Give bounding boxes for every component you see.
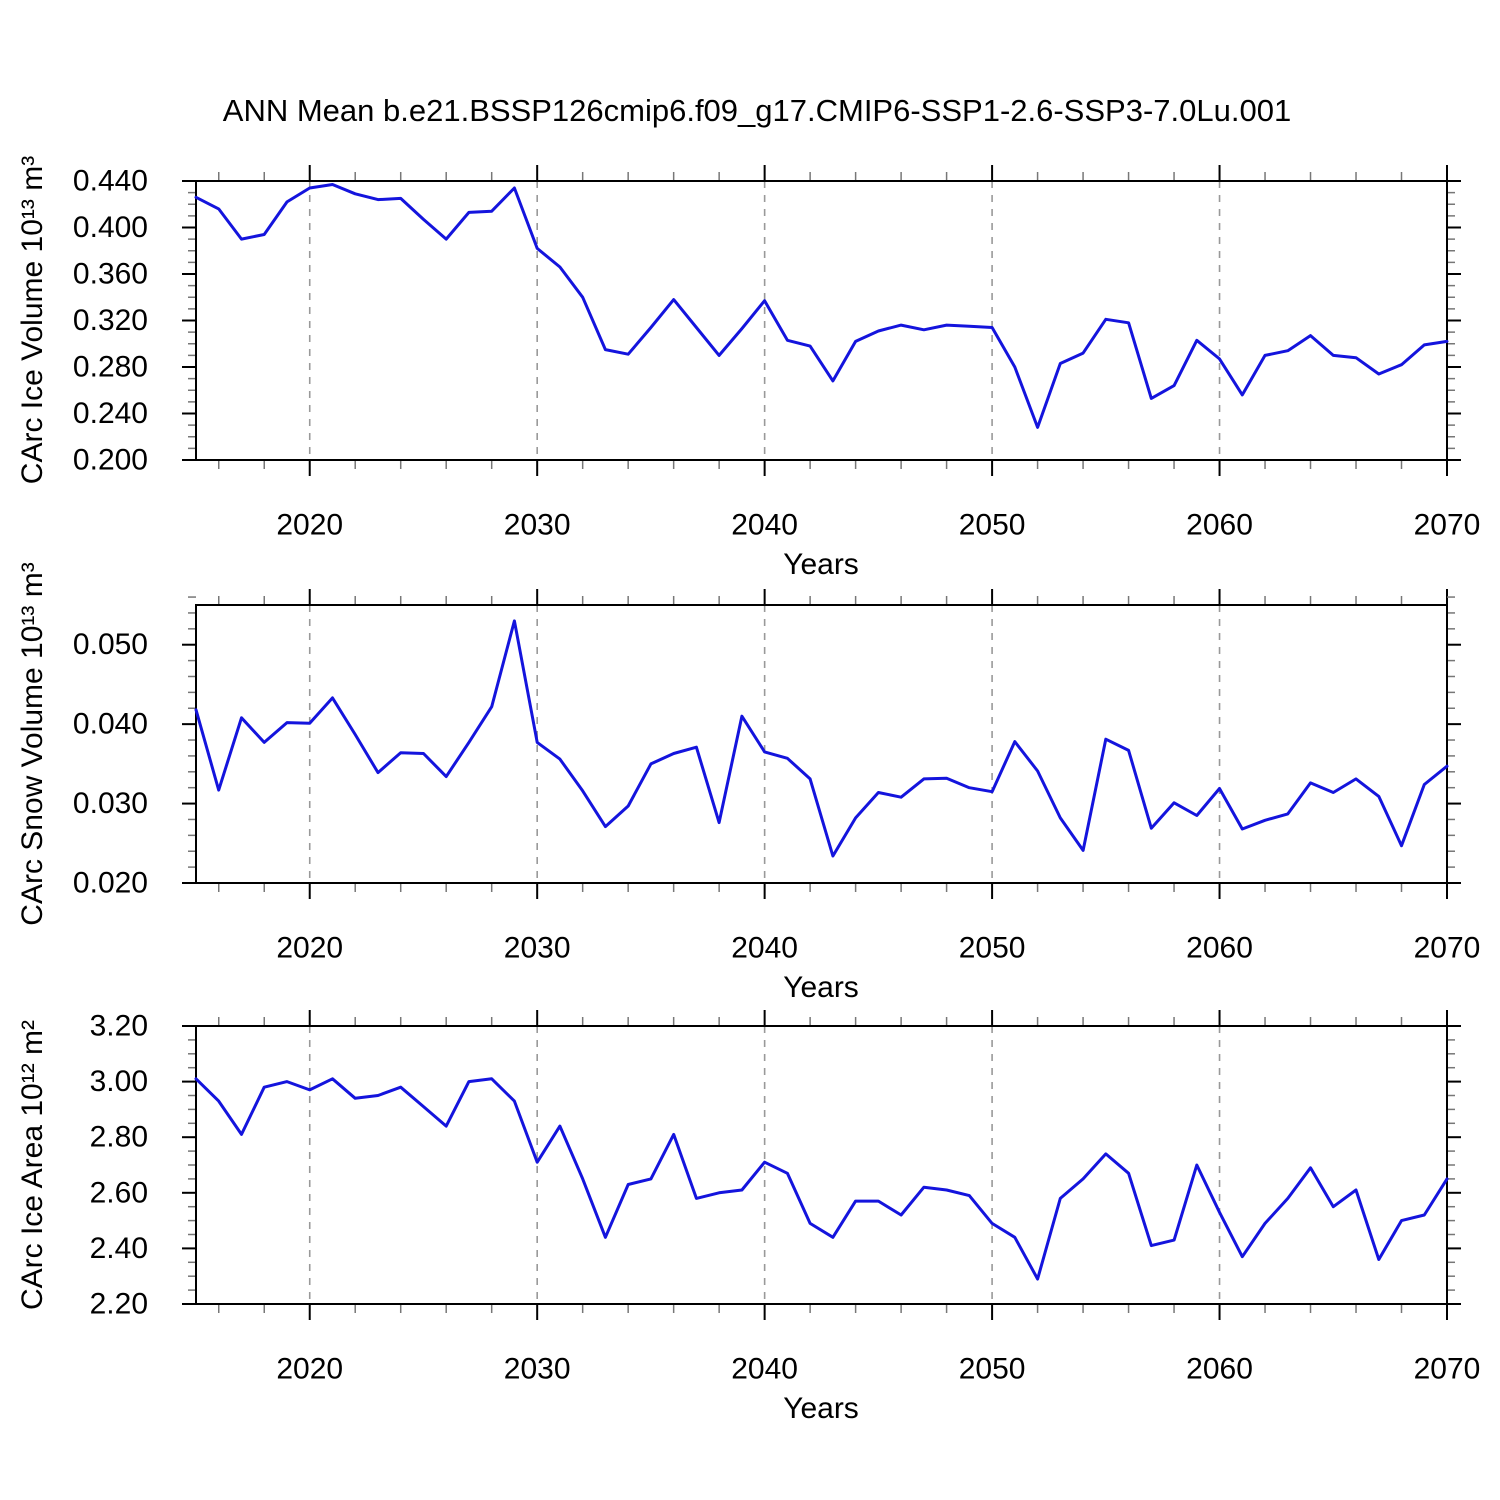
snow-volume-gridlines — [308, 605, 1221, 883]
ice-area-y-tick-labels: 2.20 2.40 2.60 2.80 3.00 3.20 — [90, 1010, 148, 1321]
ice-area-x-tick-labels: 2020 2030 2040 2050 2060 2070 — [276, 1353, 1480, 1386]
svg-text:0.040: 0.040 — [73, 708, 148, 741]
svg-text:2050: 2050 — [959, 932, 1026, 965]
ice-volume-frame — [195, 180, 1448, 461]
ice-area-series-line — [194, 1077, 1449, 1281]
svg-text:0.360: 0.360 — [73, 258, 148, 291]
svg-text:0.280: 0.280 — [73, 351, 148, 384]
snow-volume-x-ticks — [217, 589, 1448, 899]
svg-text:2020: 2020 — [276, 1353, 343, 1386]
svg-text:2040: 2040 — [731, 932, 798, 965]
svg-text:2.20: 2.20 — [90, 1288, 148, 1321]
svg-text:2040: 2040 — [731, 1353, 798, 1386]
ice-volume-series-line — [194, 183, 1449, 429]
ice-volume-gridlines — [308, 181, 1221, 460]
svg-text:2030: 2030 — [504, 509, 571, 542]
svg-text:2020: 2020 — [276, 509, 343, 542]
figure-title: ANN Mean b.e21.BSSP126cmip6.f09_g17.CMIP… — [222, 93, 1292, 128]
ice-area-x-axis-title: Years — [783, 1392, 859, 1425]
snow-volume-x-axis-title: Years — [783, 971, 859, 1004]
svg-text:3.00: 3.00 — [90, 1065, 148, 1098]
snow-volume-y-tick-labels: 0.020 0.030 0.040 0.050 — [73, 628, 148, 899]
ice-area-frame — [195, 1025, 1448, 1305]
ice-area-panel: 2.20 2.40 2.60 2.80 3.00 3.20 2020 2030 2040 2050… — [90, 1010, 1481, 1386]
svg-text:0.030: 0.030 — [73, 787, 148, 820]
svg-text:2.60: 2.60 — [90, 1176, 148, 1209]
ice-volume-x-axis-title: Years — [783, 548, 859, 581]
svg-text:2.80: 2.80 — [90, 1121, 148, 1154]
svg-text:2070: 2070 — [1414, 932, 1481, 965]
ice-area-gridlines — [308, 1026, 1221, 1304]
svg-text:2050: 2050 — [959, 509, 1026, 542]
snow-volume-frame — [195, 604, 1448, 884]
svg-text:2020: 2020 — [276, 932, 343, 965]
svg-text:0.440: 0.440 — [73, 165, 148, 198]
svg-text:2030: 2030 — [504, 1353, 571, 1386]
svg-text:2060: 2060 — [1186, 1353, 1253, 1386]
svg-text:2.40: 2.40 — [90, 1232, 148, 1265]
ice-area-y-ticks — [182, 1025, 1461, 1305]
ice-volume-y-ticks — [182, 180, 1461, 461]
svg-text:2030: 2030 — [504, 932, 571, 965]
svg-text:2050: 2050 — [959, 1353, 1026, 1386]
snow-volume-series-line — [194, 619, 1449, 858]
svg-text:0.020: 0.020 — [73, 867, 148, 900]
svg-text:0.400: 0.400 — [73, 211, 148, 244]
svg-text:0.200: 0.200 — [73, 444, 148, 477]
svg-text:2040: 2040 — [731, 509, 798, 542]
svg-text:2070: 2070 — [1414, 1353, 1481, 1386]
ice-area-x-ticks — [217, 1010, 1448, 1320]
ice-volume-y-tick-labels: 0.200 0.240 0.280 0.320 0.360 0.400 0.440 — [73, 165, 148, 477]
svg-text:0.240: 0.240 — [73, 397, 148, 430]
svg-text:0.050: 0.050 — [73, 628, 148, 661]
ice-volume-x-ticks — [217, 165, 1448, 476]
svg-text:2060: 2060 — [1186, 932, 1253, 965]
snow-volume-x-tick-labels: 2020 2030 2040 2050 2060 2070 — [276, 932, 1480, 965]
svg-text:0.320: 0.320 — [73, 304, 148, 337]
ice-volume-x-tick-labels: 2020 2030 2040 2050 2060 2070 — [276, 509, 1480, 542]
snow-volume-y-ticks — [182, 596, 1461, 884]
svg-text:3.20: 3.20 — [90, 1010, 148, 1043]
svg-text:2070: 2070 — [1414, 509, 1481, 542]
svg-text:2060: 2060 — [1186, 509, 1253, 542]
snow-volume-panel: 0.020 0.030 0.040 0.050 2020 2030 2040 2050 2060… — [73, 589, 1480, 965]
